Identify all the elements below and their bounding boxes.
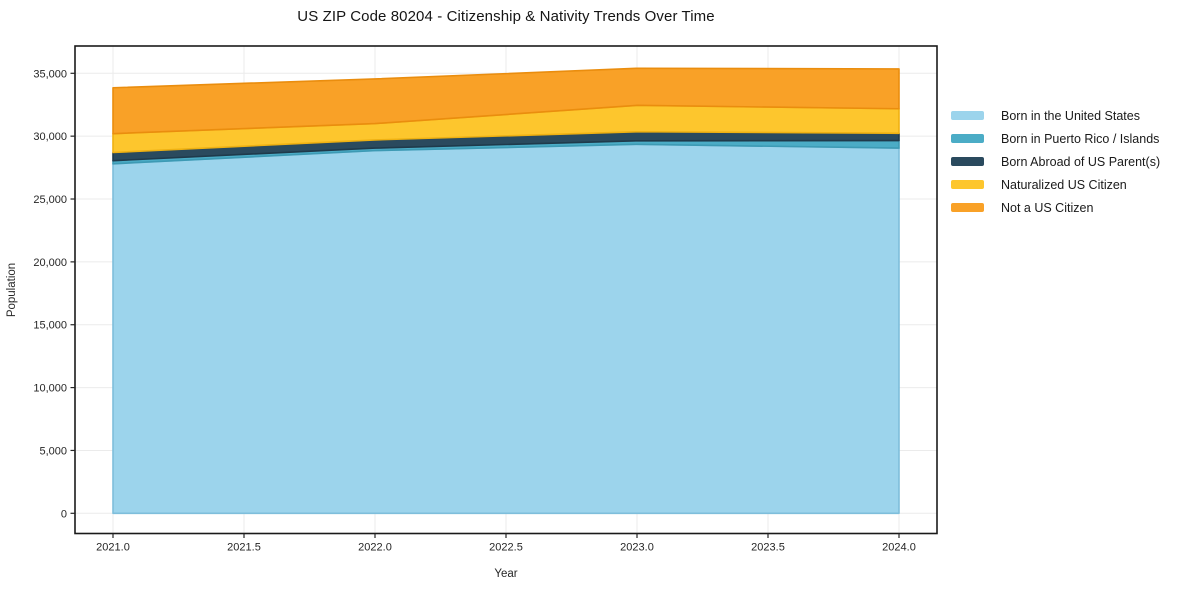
x-axis-label: Year [494, 568, 517, 580]
chart-title: US ZIP Code 80204 - Citizenship & Nativi… [297, 8, 715, 25]
y-tick-label: 35,000 [33, 68, 67, 80]
legend-item: Born in the United States [951, 104, 1160, 127]
y-tick-label: 25,000 [33, 194, 67, 206]
area-not-a-us-citizen [112, 67, 900, 135]
legend-label: Born in Puerto Rico / Islands [1001, 131, 1160, 146]
legend-label: Naturalized US Citizen [1001, 177, 1127, 192]
legend-swatch [951, 157, 984, 166]
legend-swatch [951, 180, 984, 189]
y-tick-label: 30,000 [33, 131, 67, 143]
legend-item: Naturalized US Citizen [951, 173, 1160, 196]
x-tick-label: 2023.0 [620, 542, 654, 554]
x-tick-label: 2022.0 [358, 542, 392, 554]
x-tick-label: 2021.5 [227, 542, 261, 554]
legend-label: Not a US Citizen [1001, 200, 1094, 215]
y-tick-label: 20,000 [33, 257, 67, 269]
legend: Born in the United States Born in Puerto … [951, 104, 1160, 219]
legend-item: Born Abroad of US Parent(s) [951, 150, 1160, 173]
axis-ticks: 2021.0 2021.5 2022.0 2022.5 2023.0 2023.5 2024… [33, 68, 915, 553]
legend-label: Born in the United States [1001, 108, 1140, 123]
legend-item: Born in Puerto Rico / Islands [951, 127, 1160, 150]
x-tick-label: 2022.5 [489, 542, 523, 554]
legend-swatch [951, 134, 984, 143]
legend-swatch [951, 111, 984, 120]
x-tick-label: 2023.5 [751, 542, 785, 554]
legend-label: Born Abroad of US Parent(s) [1001, 154, 1161, 169]
area-born-in-the-united-states [112, 143, 900, 515]
legend-swatch [951, 203, 984, 212]
y-tick-label: 5,000 [39, 445, 67, 457]
legend-item: Not a US Citizen [951, 196, 1160, 219]
y-axis-label: Population [6, 263, 18, 317]
x-tick-label: 2021.0 [96, 542, 130, 554]
stacked-areas [112, 67, 900, 515]
y-tick-label: 0 [61, 508, 67, 520]
x-tick-label: 2024.0 [882, 542, 916, 554]
y-tick-label: 10,000 [33, 383, 67, 395]
y-tick-label: 15,000 [33, 320, 67, 332]
